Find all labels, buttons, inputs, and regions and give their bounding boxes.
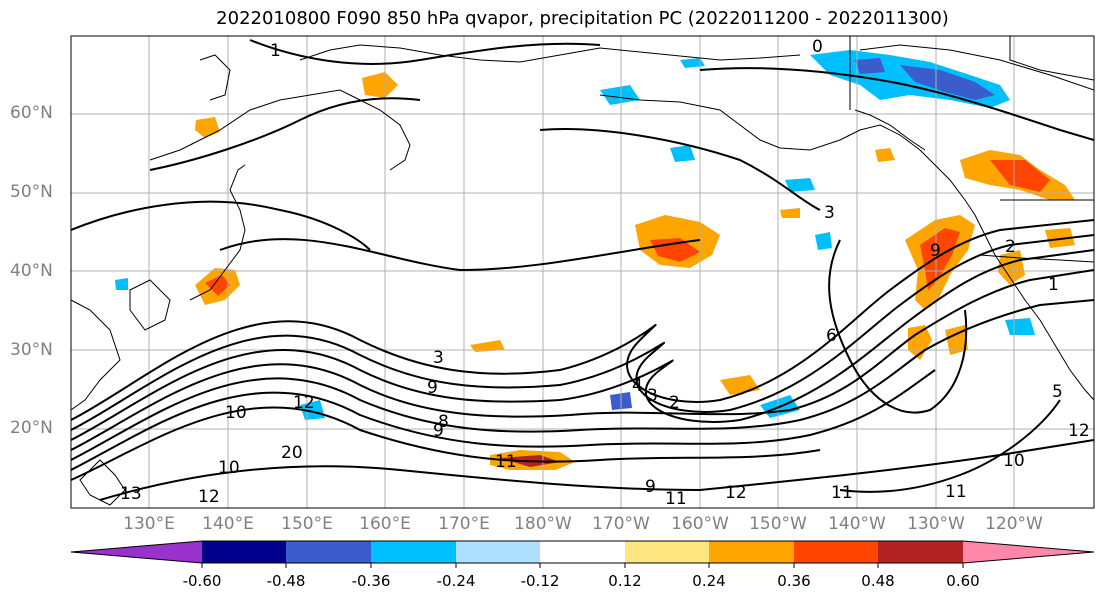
contour-label: 1 <box>1048 275 1059 295</box>
colorbar-bin <box>456 541 540 563</box>
map-panel: 0 1 3 3 4 3 2 9 9 10 12 10 20 12 11 13 6… <box>71 36 1094 509</box>
colorbar-bin <box>202 541 286 563</box>
coastlines <box>71 36 1094 506</box>
lon-label: 180°W <box>514 514 572 534</box>
colorbar-tick-label: 0.12 <box>608 572 642 590</box>
colorbar-bin <box>794 541 878 563</box>
colorbar-tick-label: 0.24 <box>692 572 726 590</box>
lat-label: 40°N <box>10 261 53 281</box>
lon-label: 150°E <box>281 514 333 534</box>
lon-label: 130°W <box>907 514 965 534</box>
colorbar-bin <box>371 541 456 563</box>
colorbar-bin <box>286 541 371 563</box>
map-frame <box>70 35 1095 509</box>
lon-label: 140°W <box>828 514 886 534</box>
contour-label: 20 <box>281 443 303 463</box>
lon-label: 160°E <box>359 514 411 534</box>
contour-label: 11 <box>831 483 853 503</box>
colorbar <box>70 540 1095 568</box>
colorbar-extend-high <box>963 541 1094 563</box>
colorbar-bin <box>709 541 794 563</box>
contour-label: 9 <box>930 241 941 261</box>
contour-label: 13 <box>120 484 142 504</box>
qvapor-contours <box>71 39 1094 501</box>
colorbar-bin <box>878 541 963 563</box>
lon-label: 120°W <box>985 514 1043 534</box>
contour-label: 3 <box>647 386 658 406</box>
lon-label: 130°E <box>123 514 175 534</box>
map-title: 2022010800 F090 850 hPa qvapor, precipit… <box>216 8 949 29</box>
colorbar-tick-label: 0.36 <box>777 572 811 590</box>
contour-label: 10 <box>218 458 240 478</box>
lat-label: 20°N <box>10 418 53 438</box>
contour-label: 4 <box>632 376 643 396</box>
colorbar-tick-label: 0.48 <box>861 572 895 590</box>
contour-label: 12 <box>293 393 315 413</box>
lon-label: 150°W <box>749 514 807 534</box>
contour-label: 8 <box>438 412 449 432</box>
precip-positive-areas <box>195 72 1075 470</box>
contour-label: 12 <box>725 483 747 503</box>
graticule <box>71 36 1094 508</box>
lat-label: 50°N <box>10 182 53 202</box>
contour-label: 11 <box>665 489 687 509</box>
contour-label: 9 <box>433 421 444 441</box>
colorbar-extend-low <box>71 541 202 563</box>
lon-label: 160°W <box>671 514 729 534</box>
colorbar-tick-label: -0.48 <box>266 572 306 590</box>
contour-label: 11 <box>495 452 517 472</box>
contour-label: 9 <box>645 477 656 497</box>
lat-label: 30°N <box>10 340 53 360</box>
colorbar-tick-label: 0.60 <box>946 572 980 590</box>
contour-label: 1 <box>270 41 281 61</box>
lat-label: 60°N <box>10 103 53 123</box>
lon-label: 140°E <box>202 514 254 534</box>
colorbar-bin <box>625 541 709 563</box>
contour-label: 3 <box>433 348 444 368</box>
contour-label: 2 <box>669 393 680 413</box>
colorbar-tick-label: -0.36 <box>351 572 391 590</box>
contour-labels: 0 1 3 3 4 3 2 9 9 10 12 10 20 12 11 13 6… <box>120 37 1090 509</box>
colorbar-tick-label: -0.24 <box>436 572 476 590</box>
contour-label: 5 <box>1052 382 1063 402</box>
contour-label: 11 <box>945 482 967 502</box>
contour-label: 9 <box>427 378 438 398</box>
contour-label: 2 <box>1005 237 1016 257</box>
contour-label: 6 <box>826 326 837 346</box>
colorbar-tick-label: -0.60 <box>182 572 222 590</box>
contour-label: 10 <box>225 403 247 423</box>
contour-label: 10 <box>1003 451 1025 471</box>
contour-label: 0 <box>812 37 823 57</box>
colorbar-tick-label: -0.12 <box>520 572 560 590</box>
lon-label: 170°E <box>438 514 490 534</box>
contour-label: 12 <box>1068 421 1090 441</box>
contour-label: 3 <box>824 203 835 223</box>
colorbar-bin <box>540 541 625 563</box>
contour-label: 12 <box>198 487 220 507</box>
lon-label: 170°W <box>592 514 650 534</box>
